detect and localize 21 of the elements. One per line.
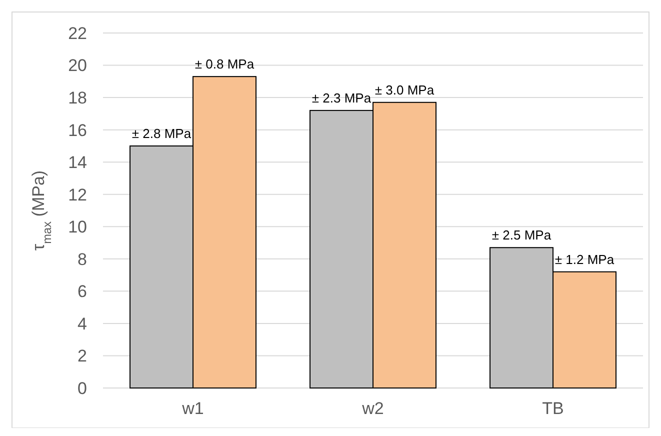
x-tick-label: w1: [181, 399, 204, 418]
annotation: ± 2.5 MPa: [492, 228, 552, 243]
annotation: ± 2.3 MPa: [312, 90, 372, 106]
y-tick-label: 18: [68, 88, 87, 108]
y-tick-label: 14: [68, 153, 87, 172]
y-tick-label: 20: [68, 56, 87, 76]
annotation: ± 1.2 MPa: [554, 252, 615, 267]
y-tick-label: 6: [78, 282, 87, 302]
y-tick-label: 2: [78, 346, 87, 366]
annotation: ± 3.0 MPa: [374, 82, 435, 98]
annotation: ± 2.8 MPa: [132, 126, 192, 141]
annotation: ± 0.8 MPa: [194, 56, 255, 72]
y-tick-label: 10: [68, 218, 87, 237]
y-tick-label: 12: [68, 185, 87, 204]
x-tick-label: w2: [361, 399, 384, 418]
y-tick-label: 22: [68, 24, 87, 43]
y-tick-label: 16: [68, 120, 87, 140]
x-tick-label: TB: [542, 399, 564, 418]
y-tick-label: 8: [78, 250, 87, 269]
y-tick-label: 0: [78, 378, 87, 398]
y-tick-label: 4: [78, 314, 87, 334]
